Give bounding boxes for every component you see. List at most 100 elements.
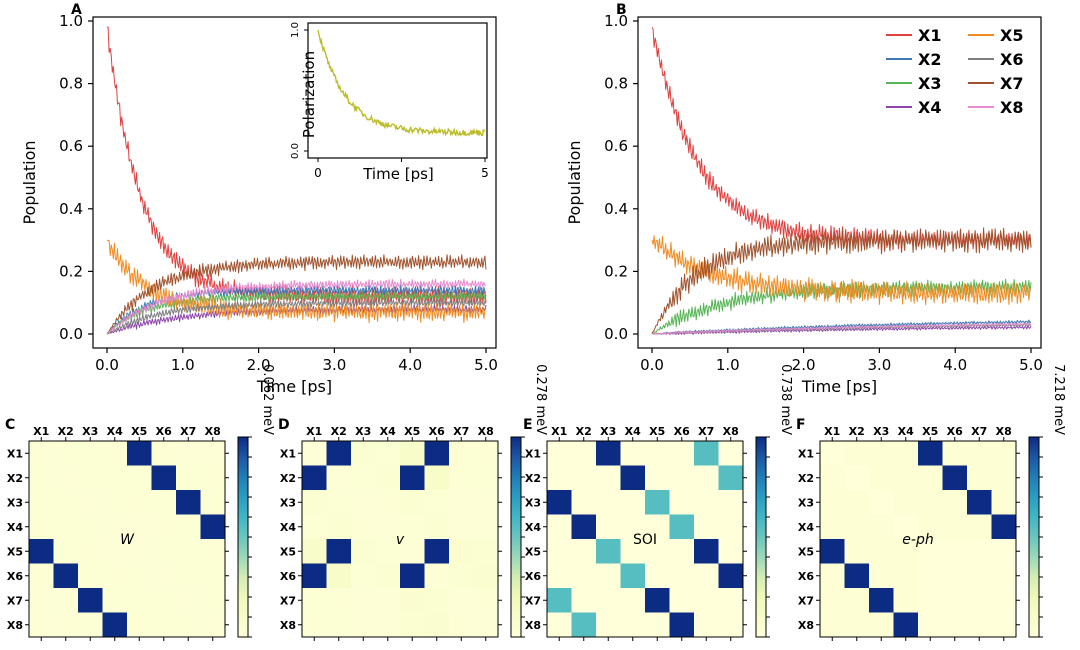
- heatmap-cell: [620, 612, 646, 638]
- heatmap-cell: [200, 465, 226, 491]
- heatmap-cell: [669, 465, 695, 491]
- heatmap-cell: [102, 465, 128, 491]
- heatmap-cell: [424, 441, 450, 466]
- heatmap-cell: [645, 612, 670, 638]
- row-label: X4: [280, 521, 296, 534]
- heatmap-cell: [918, 441, 943, 466]
- heatmap-cell: [151, 588, 177, 613]
- heatmap-cell: [200, 588, 226, 613]
- heatmap-cell: [718, 539, 744, 564]
- row-label: X2: [525, 472, 541, 485]
- y-tick-label: 1.0: [59, 12, 83, 30]
- heatmap-cell: [151, 612, 177, 638]
- heatmap-cell: [547, 465, 572, 491]
- heatmap-cell: [820, 441, 845, 466]
- heatmap-cell: [547, 539, 572, 564]
- heatmap-cell: [669, 441, 695, 466]
- heatmap-cell: [473, 612, 499, 638]
- heatmap-cell: [967, 441, 992, 466]
- heatmap-cell: [449, 514, 474, 540]
- inset-x-tick-label: 5: [481, 166, 489, 180]
- heatmap-cell: [53, 588, 79, 613]
- heatmap-cell: [967, 612, 992, 638]
- heatmap-cell: [718, 441, 744, 466]
- series-line-x8: [651, 322, 1032, 335]
- heatmap-cell: [351, 514, 376, 540]
- heatmap-cell: [844, 441, 870, 466]
- legend-label-x2: X2: [918, 50, 941, 69]
- row-label: X3: [280, 496, 296, 509]
- heatmap-cell: [991, 441, 1017, 466]
- heatmap-cell: [400, 465, 425, 491]
- heatmap-cell: [893, 612, 919, 638]
- heatmap-cell: [694, 465, 719, 491]
- heatmap-cell: [620, 539, 646, 564]
- y-tick-label: 0.2: [604, 262, 628, 280]
- heatmap-cell: [200, 514, 226, 540]
- heatmap-cell: [326, 514, 352, 540]
- heatmap-cell: [326, 539, 352, 564]
- heatmap-cell: [102, 514, 128, 540]
- row-label: X2: [280, 472, 296, 485]
- heatmap-cell: [78, 563, 103, 589]
- col-label: X3: [82, 425, 98, 438]
- legend-label-x8: X8: [1000, 98, 1023, 117]
- heatmap-cell: [918, 514, 943, 540]
- col-label: X4: [625, 425, 641, 438]
- series-line-x6: [106, 298, 487, 335]
- heatmap-cell: [918, 588, 943, 613]
- series-line-x5: [651, 235, 1032, 306]
- heatmap-cell: [844, 514, 870, 540]
- heatmap-cell: [844, 563, 870, 589]
- y-tick-label: 0.6: [59, 137, 83, 155]
- panel-b: 0.0 1.0 2.0 3.0 4.0 5.0 0.0 0.2 0.4 0.6 0.8 1.0 Time…: [565, 2, 1043, 396]
- heatmap-cell: [53, 539, 79, 564]
- x-tick-label: 1.0: [171, 356, 195, 374]
- heatmap-cell: [326, 441, 352, 466]
- heatmap-cell: [151, 563, 177, 589]
- heatmap-cell: [669, 563, 695, 589]
- x-tick-label: 4.0: [943, 356, 967, 374]
- heatmap-cell: [200, 612, 226, 638]
- col-label: X3: [355, 425, 371, 438]
- heatmap-f: X1 X2 X3 X4 X5 X6 X7 X8 X1 X2 X3 X4 X5 X6 X7 X8 e-ph F 7.2…: [796, 364, 1066, 641]
- row-label: X3: [798, 496, 814, 509]
- y-tick-label: 0.8: [604, 75, 628, 93]
- heatmap-cell: [620, 563, 646, 589]
- heatmap-frame: [28, 440, 226, 638]
- polarization-line: [317, 29, 486, 137]
- colorbar-max-label: 0.738 meV: [778, 364, 793, 435]
- x-axis-label: Time [ps]: [801, 377, 877, 396]
- row-label: X6: [7, 570, 23, 583]
- x-tick-label: 5.0: [474, 356, 498, 374]
- heatmap-cell: [694, 612, 719, 638]
- heatmap-frame: [301, 440, 499, 638]
- series-line-x1: [651, 27, 1032, 250]
- inset-frame: [307, 22, 488, 159]
- row-label: X1: [7, 447, 23, 460]
- heatmap-cell: [820, 539, 845, 564]
- heatmap-cell: [326, 563, 352, 589]
- heatmap-cell: [942, 563, 968, 589]
- heatmap-cell: [302, 539, 327, 564]
- heatmap-cell: [547, 612, 572, 638]
- col-label: X6: [674, 425, 690, 438]
- heatmap-cell: [571, 490, 597, 515]
- heatmap-cell: [844, 465, 870, 491]
- heatmap-cell: [375, 563, 401, 589]
- heatmap-frame: [819, 440, 1017, 638]
- heatmap-cell: [200, 490, 226, 515]
- heatmap-cell: [669, 612, 695, 638]
- heatmap-cell: [78, 441, 103, 466]
- heatmap-cell: [942, 514, 968, 540]
- heatmap-cell: [449, 588, 474, 613]
- heatmap-cell: [375, 588, 401, 613]
- heatmap-cell: [29, 514, 54, 540]
- heatmap-cell: [844, 612, 870, 638]
- y-tick-label: 0.4: [59, 200, 83, 218]
- heatmap-cell: [302, 465, 327, 491]
- heatmap-cell: [176, 563, 201, 589]
- col-label: X8: [996, 425, 1012, 438]
- heatmap-cell: [302, 441, 327, 466]
- legend-label-x1: X1: [918, 26, 941, 45]
